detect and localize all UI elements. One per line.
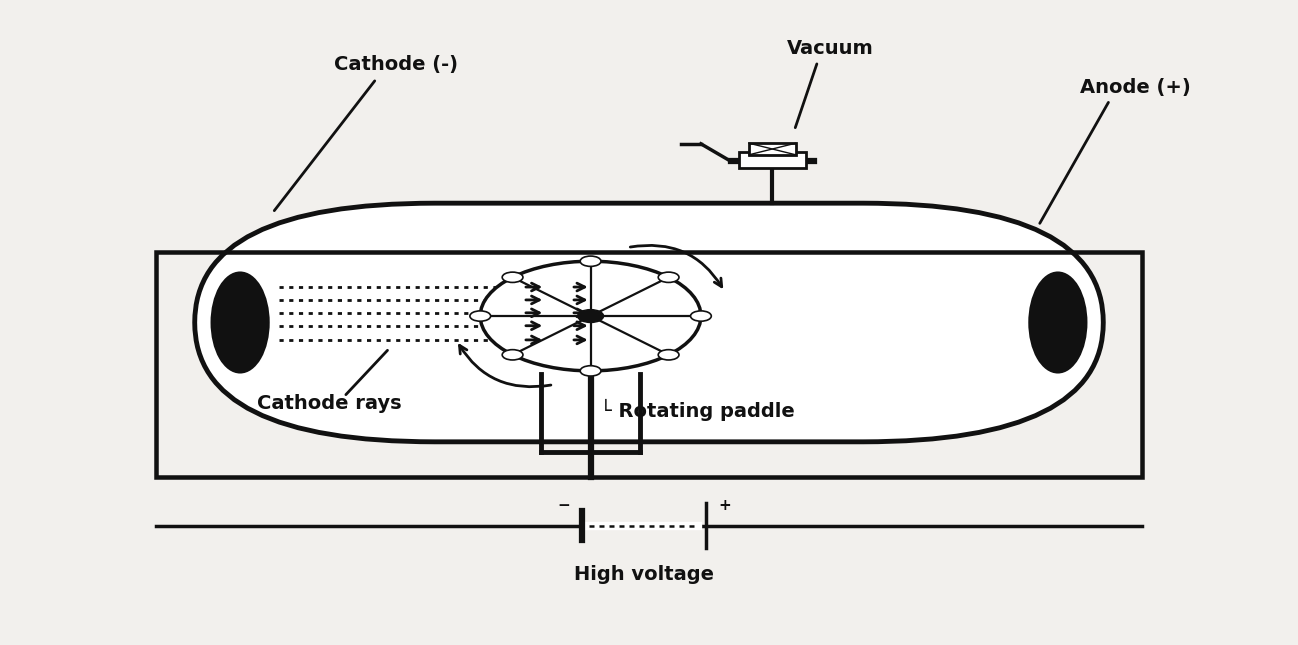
Circle shape — [658, 272, 679, 283]
Text: Cathode (-): Cathode (-) — [334, 55, 458, 74]
Circle shape — [480, 261, 701, 371]
FancyBboxPatch shape — [195, 203, 1103, 442]
Bar — [156, 252, 1142, 477]
Text: Anode (+): Anode (+) — [1080, 77, 1192, 97]
Circle shape — [580, 256, 601, 266]
Bar — [739, 152, 806, 168]
Circle shape — [578, 310, 604, 322]
Text: −: − — [557, 497, 570, 513]
Circle shape — [502, 350, 523, 360]
Text: High voltage: High voltage — [574, 564, 714, 584]
Circle shape — [580, 366, 601, 376]
Bar — [749, 143, 796, 155]
Text: Cathode rays: Cathode rays — [257, 393, 401, 413]
Text: +: + — [718, 497, 731, 513]
Circle shape — [658, 350, 679, 360]
Circle shape — [691, 311, 711, 321]
Text: Vacuum: Vacuum — [788, 39, 874, 58]
Text: └ Rotating paddle: └ Rotating paddle — [600, 399, 794, 421]
Circle shape — [470, 311, 491, 321]
Ellipse shape — [1029, 272, 1086, 373]
Ellipse shape — [212, 272, 269, 373]
Circle shape — [502, 272, 523, 283]
